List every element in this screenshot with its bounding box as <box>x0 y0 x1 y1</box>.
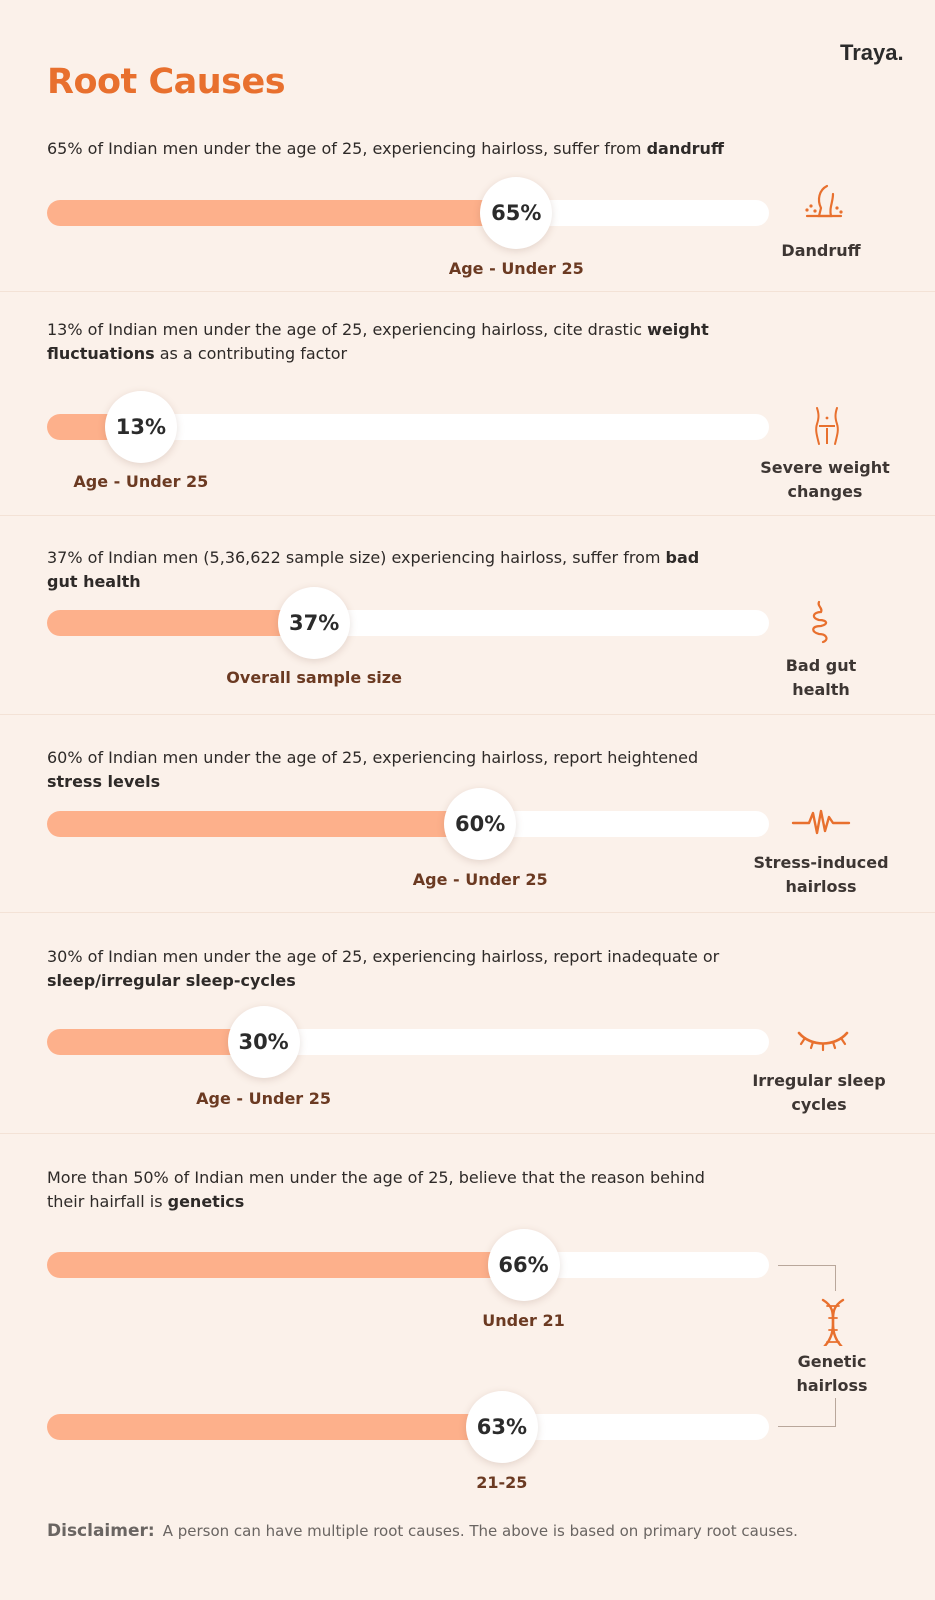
cause-label: Stress-induced hairloss <box>753 853 889 896</box>
percent-bubble: 37% <box>278 587 351 659</box>
dna-icon <box>821 1298 845 1346</box>
description-text: 37% of Indian men (5,36,622 sample size)… <box>47 548 666 567</box>
gut-icon <box>812 600 828 644</box>
progress-track <box>47 1252 769 1278</box>
description-text-end: as a contributing factor <box>154 344 348 363</box>
section-gut: 37% of Indian men (5,36,622 sample size)… <box>0 516 935 715</box>
disclaimer-text: A person can have multiple root causes. … <box>162 1522 798 1540</box>
connector-line-top <box>778 1265 836 1291</box>
percent-bubble: 63% <box>465 1391 538 1463</box>
section-dandruff: 65% of Indian men under the age of 25, e… <box>0 125 935 292</box>
age-group-label: Under 21 <box>482 1311 565 1330</box>
weight-icon <box>815 407 839 445</box>
connector-line-bottom <box>778 1398 836 1427</box>
section-description: 60% of Indian men under the age of 25, e… <box>47 746 727 794</box>
closed-eye-icon <box>797 1031 849 1052</box>
dandruff-icon <box>805 184 843 218</box>
section-weight: 13% of Indian men under the age of 25, e… <box>0 292 935 516</box>
percent-bubble: 13% <box>104 391 177 463</box>
age-group-label: Age - Under 25 <box>448 259 584 278</box>
progress-fill <box>47 1029 264 1055</box>
description-highlight: sleep/irregular sleep-cycles <box>47 971 296 990</box>
description-highlight: genetics <box>167 1192 245 1211</box>
description-text: 60% of Indian men under the age of 25, e… <box>47 748 699 767</box>
cause-label: Genetic hairloss <box>796 1352 868 1395</box>
progress-fill <box>47 1252 524 1278</box>
section-description: More than 50% of Indian men under the ag… <box>47 1166 727 1214</box>
progress-fill <box>47 1414 502 1440</box>
progress-track <box>47 200 769 226</box>
percent-bubble: 66% <box>487 1229 560 1301</box>
description-highlight: bad gut health <box>47 548 700 591</box>
progress-track <box>47 811 769 837</box>
age-group-label: Overall sample size <box>226 668 402 687</box>
cause-label: Dandruff <box>781 241 861 260</box>
cause-label: Irregular sleep cycles <box>752 1071 886 1114</box>
section-description: 30% of Indian men under the age of 25, e… <box>47 945 727 993</box>
section-sleep: 30% of Indian men under the age of 25, e… <box>0 913 935 1134</box>
description-text: More than 50% of Indian men under the ag… <box>47 1168 705 1211</box>
description-text: 65% of Indian men under the age of 25, e… <box>47 139 647 158</box>
percent-bubble: 65% <box>480 177 553 249</box>
progress-fill <box>47 200 517 226</box>
section-description: 13% of Indian men under the age of 25, e… <box>47 318 727 366</box>
percent-bubble: 30% <box>227 1006 300 1078</box>
description-highlight: dandruff <box>646 139 724 158</box>
progress-track <box>47 610 769 636</box>
progress-track <box>47 1029 769 1055</box>
section-stress: 60% of Indian men under the age of 25, e… <box>0 715 935 913</box>
cause-label: Bad gut health <box>785 656 857 699</box>
description-highlight: weight fluctuations <box>47 320 709 363</box>
description-text: 13% of Indian men under the age of 25, e… <box>47 320 648 339</box>
cause-label: Severe weight changes <box>760 458 890 501</box>
progress-track <box>47 1414 769 1440</box>
age-group-label: Age - Under 25 <box>73 472 209 491</box>
section-description: 65% of Indian men under the age of 25, e… <box>47 137 727 161</box>
disclaimer-label: Disclaimer: <box>47 1521 155 1541</box>
stress-wave-icon <box>791 809 851 835</box>
percent-bubble: 60% <box>444 788 517 860</box>
section-description: 37% of Indian men (5,36,622 sample size)… <box>47 546 727 594</box>
progress-fill <box>47 811 481 837</box>
age-group-label: 21-25 <box>476 1473 528 1492</box>
description-text: 30% of Indian men under the age of 25, e… <box>47 947 720 966</box>
progress-fill <box>47 610 315 636</box>
description-highlight: stress levels <box>47 772 161 791</box>
section-genetics: More than 50% of Indian men under the ag… <box>0 1134 935 1514</box>
age-group-label: Age - Under 25 <box>412 870 548 889</box>
disclaimer: Disclaimer: A person can have multiple ro… <box>47 1521 798 1541</box>
page-title: Root Causes <box>47 62 286 102</box>
age-group-label: Age - Under 25 <box>196 1089 332 1108</box>
brand-logo: Traya. <box>840 40 904 65</box>
